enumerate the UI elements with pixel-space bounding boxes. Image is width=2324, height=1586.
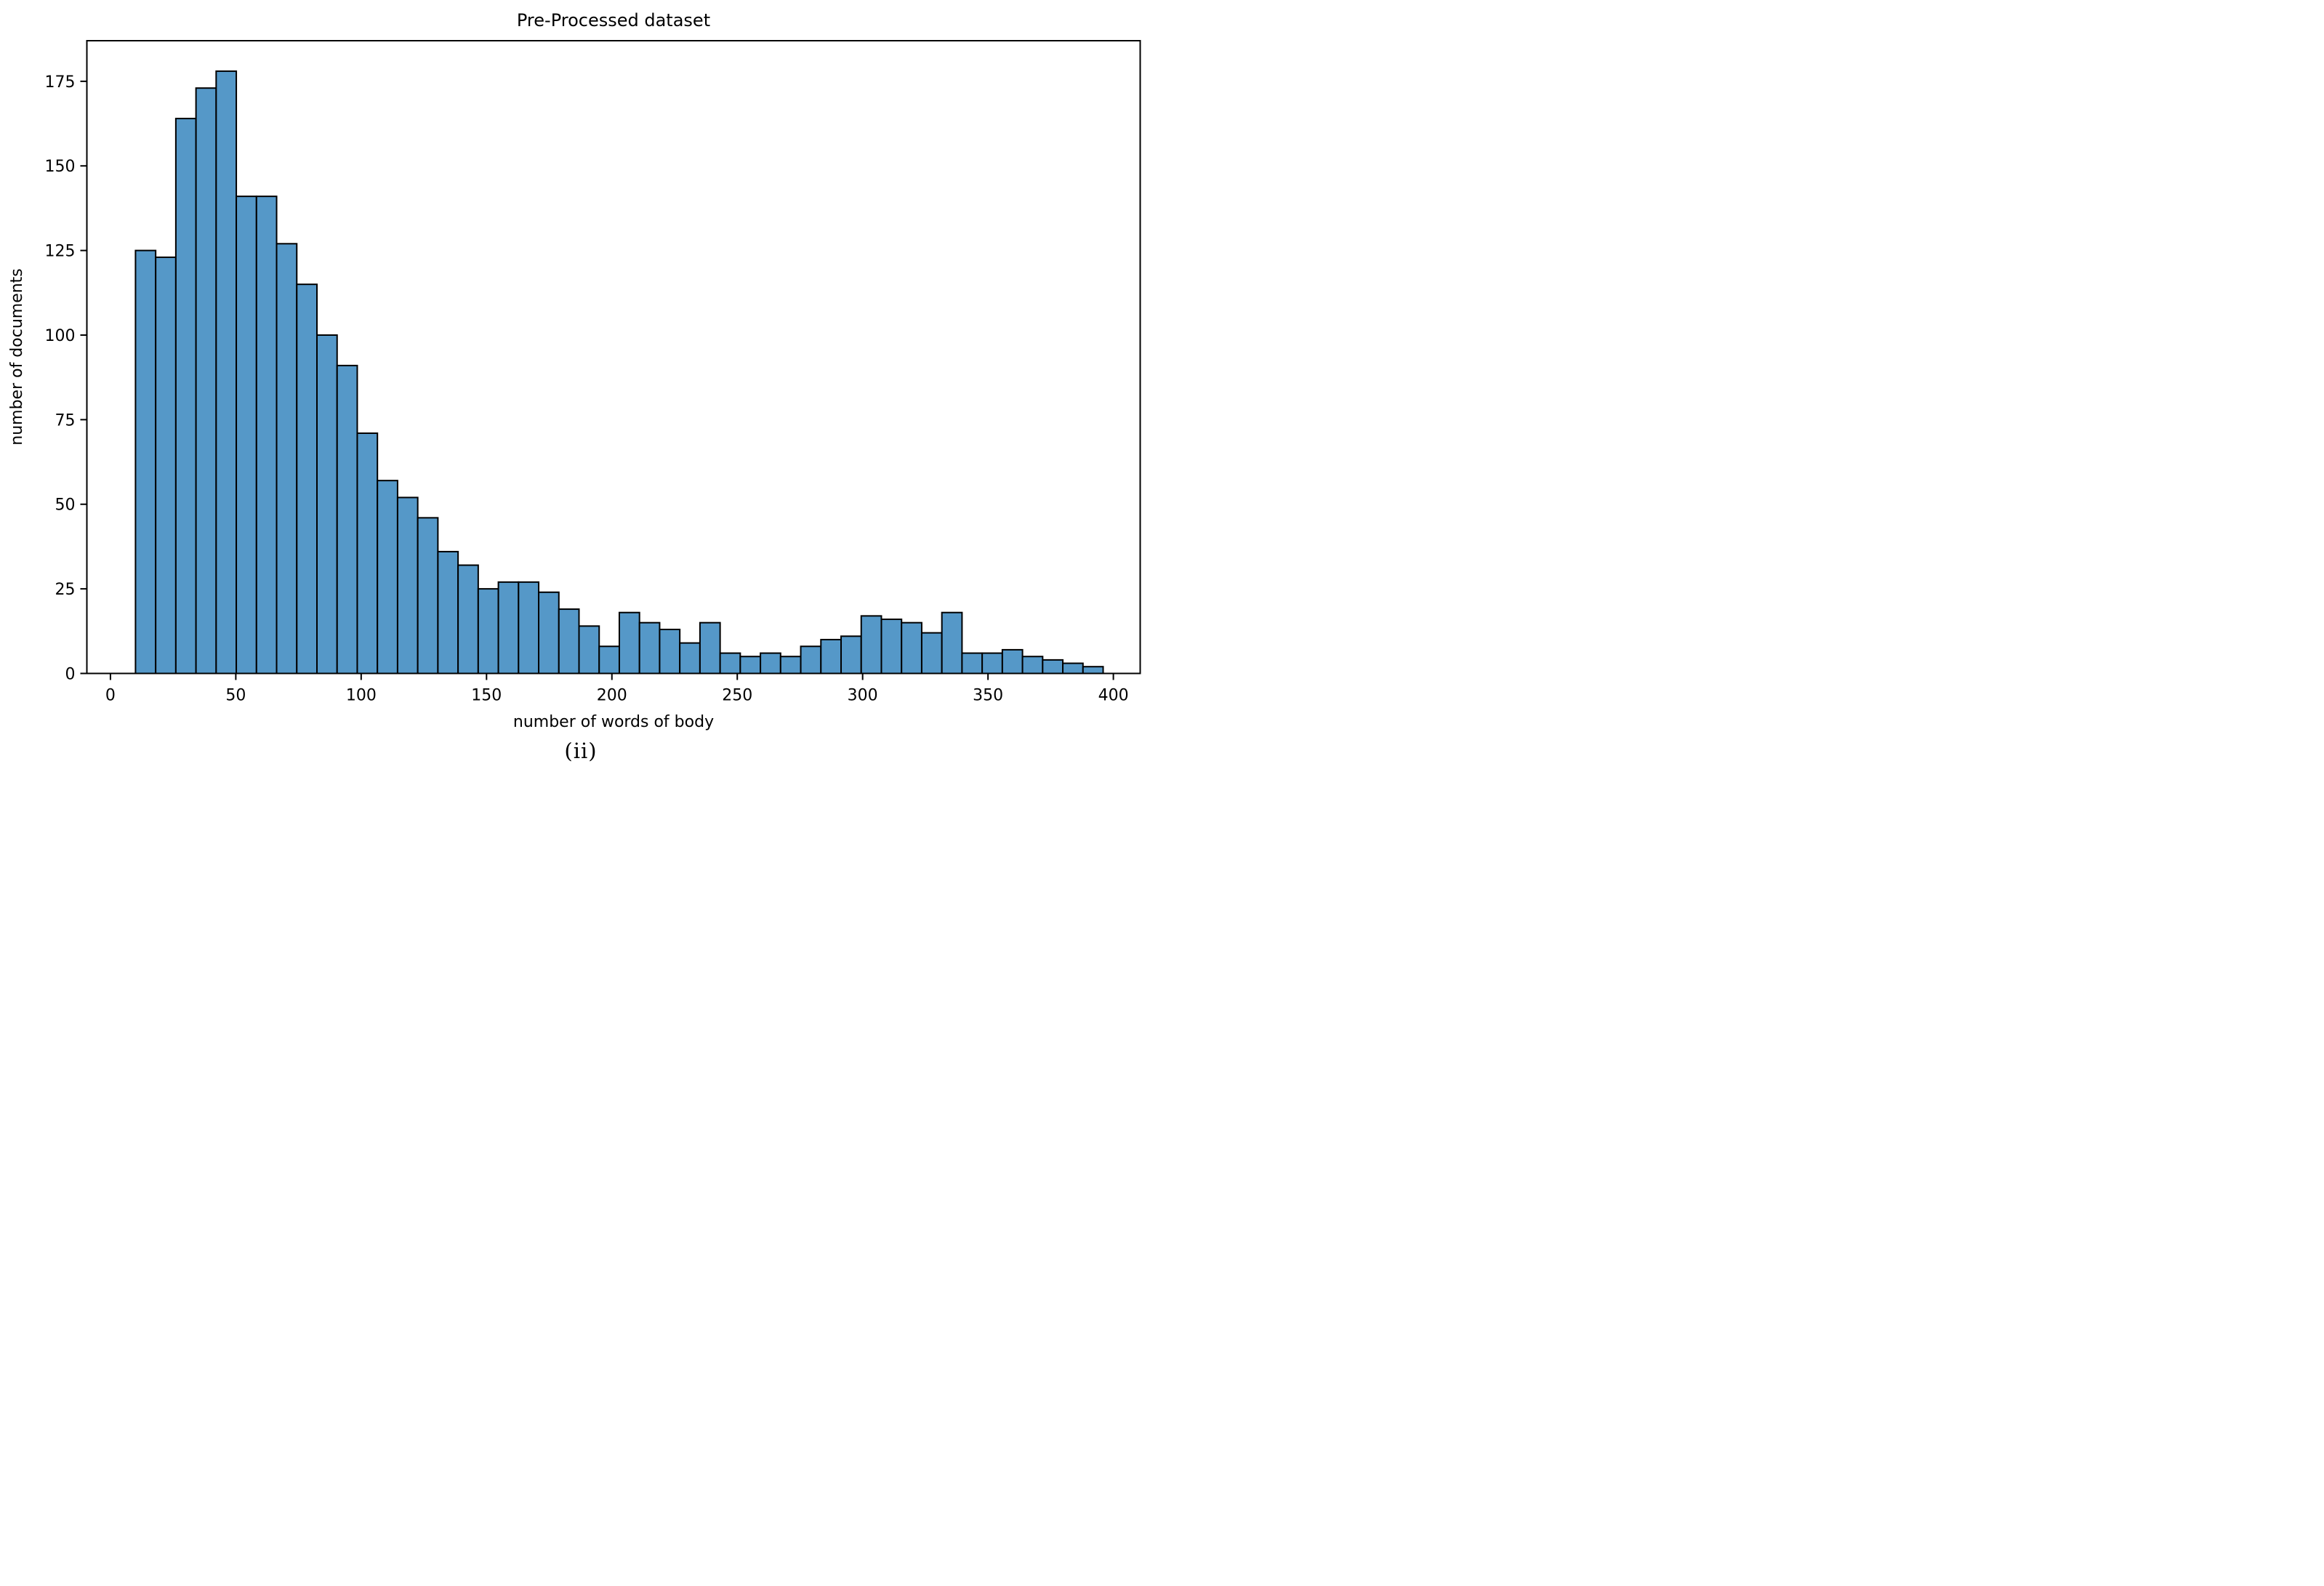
histogram-bar: [215, 70, 238, 675]
histogram-bar: [820, 638, 843, 675]
histogram-bar: [195, 87, 217, 675]
histogram-bar: [1082, 666, 1104, 675]
x-axis-label: number of words of body: [513, 713, 714, 731]
histogram-bar: [1001, 648, 1024, 675]
histogram-bar: [518, 581, 540, 675]
histogram-bar: [477, 588, 499, 675]
histogram-bar: [296, 283, 318, 675]
x-tick-label: 100: [346, 687, 377, 705]
histogram-bar: [134, 249, 157, 675]
histogram-bar: [760, 652, 781, 675]
histogram-bar: [236, 196, 257, 675]
bars-group: [134, 70, 1104, 675]
histogram-bar: [920, 632, 943, 675]
histogram-bar: [679, 642, 701, 675]
y-tick-label: 75: [55, 411, 76, 430]
y-tick-label: 125: [45, 243, 76, 261]
histogram-bar: [638, 621, 661, 675]
histogram-bar: [174, 118, 197, 675]
y-tick-label: 100: [45, 327, 76, 345]
histogram-bar: [961, 652, 984, 675]
plot-border: [86, 40, 1141, 675]
y-tick-label: 25: [55, 581, 76, 599]
y-tick-label: 150: [45, 158, 76, 176]
histogram-bar: [276, 243, 298, 675]
histogram-bar: [417, 517, 439, 675]
histogram-bar: [860, 615, 882, 675]
histogram-bar: [699, 621, 721, 675]
histogram-bar: [558, 608, 580, 675]
chart-title: Pre-Processed dataset: [517, 10, 710, 31]
histogram-bar: [437, 550, 459, 675]
histogram-bar: [1062, 662, 1084, 675]
y-tick-label: 175: [45, 73, 76, 92]
axes-group: 0 50 100 150 200 250 300 350 400 0 25 50 75 100 125 150…: [45, 40, 1141, 705]
histogram-bar: [396, 496, 419, 675]
histogram-bar: [497, 581, 520, 675]
histogram-bar: [739, 656, 762, 675]
figure: Pre-Processed dataset 0 50 100 150 200 250 300…: [0, 0, 1162, 793]
histogram-bar: [598, 645, 620, 675]
histogram-bar: [618, 611, 640, 675]
histogram-bar: [779, 656, 802, 675]
y-tick-label: 0: [65, 666, 76, 684]
x-tick-label: 400: [1098, 687, 1129, 705]
x-tick-label: 150: [471, 687, 502, 705]
histogram-bar: [800, 645, 822, 675]
x-tick-label: 300: [848, 687, 878, 705]
histogram-bar: [316, 334, 338, 675]
histogram-bar: [377, 480, 398, 675]
histogram-bar: [538, 591, 560, 675]
x-tick-label: 50: [225, 687, 246, 705]
x-tick-label: 250: [722, 687, 752, 705]
y-axis-label: number of documents: [8, 268, 26, 446]
histogram-bar: [336, 364, 358, 675]
histogram-bar: [457, 564, 479, 675]
histogram-bar: [840, 635, 862, 675]
histogram-bar: [255, 196, 278, 675]
x-tick-label: 350: [973, 687, 1003, 705]
x-tick-label: 200: [597, 687, 627, 705]
figure-caption: (ii): [564, 738, 598, 763]
histogram-bar: [880, 619, 903, 675]
y-tick-label: 50: [55, 496, 76, 515]
histogram-bar: [659, 628, 681, 675]
histogram-chart: Pre-Processed dataset 0 50 100 150 200 250 300…: [8, 10, 1141, 731]
histogram-bar: [356, 432, 379, 675]
x-tick-label: 0: [105, 687, 116, 705]
histogram-bar: [941, 611, 963, 675]
histogram-bar: [719, 652, 741, 675]
histogram-bar: [1021, 656, 1044, 675]
histogram-bar: [981, 652, 1003, 675]
histogram-bar: [155, 256, 177, 675]
histogram-bar: [578, 625, 600, 675]
histogram-bar: [1042, 659, 1064, 675]
histogram-bar: [901, 621, 922, 675]
